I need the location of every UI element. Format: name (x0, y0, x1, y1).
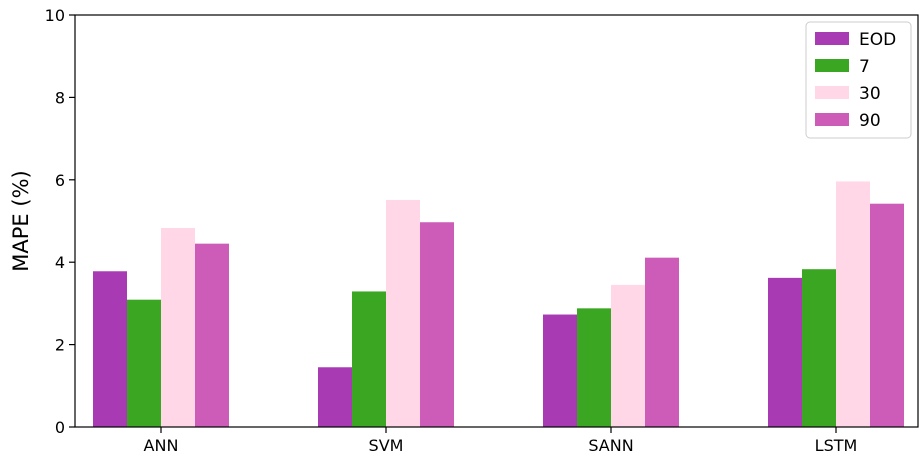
bar-svm-eod (318, 367, 352, 427)
y-tick-label: 10 (45, 6, 65, 25)
y-axis-title: MAPE (%) (9, 170, 33, 271)
bar-svm-7 (352, 291, 386, 427)
legend-box (805, 21, 912, 139)
bar-lstm-90 (870, 203, 904, 427)
legend-label-7: 7 (859, 57, 870, 77)
x-tick-label-svm: SVM (369, 436, 404, 455)
plot-frame (74, 14, 919, 428)
bar-ann-30 (161, 228, 195, 427)
y-axis: 0 2 4 6 8 10 (45, 6, 75, 437)
bar-sann-90 (645, 257, 679, 427)
legend: EOD 7 30 90 (805, 21, 912, 139)
y-tick-label: 2 (55, 336, 65, 355)
bar-svm-90 (420, 222, 454, 427)
bars-group (93, 181, 904, 427)
y-tick-label: 0 (55, 418, 65, 437)
bar-lstm-eod (768, 277, 802, 427)
y-tick-label: 8 (55, 88, 65, 107)
bar-sann-30 (611, 284, 645, 427)
x-tick-label-lstm: LSTM (815, 436, 858, 455)
bar-svm-30 (386, 199, 420, 427)
y-tick-label: 6 (55, 171, 65, 190)
legend-label-eod: EOD (859, 30, 896, 50)
legend-swatch-eod (815, 32, 849, 45)
legend-swatch-7 (815, 59, 849, 72)
bar-ann-eod (93, 271, 127, 427)
bar-sann-7 (577, 308, 611, 427)
bar-lstm-30 (836, 181, 870, 427)
bar-ann-7 (127, 299, 161, 427)
legend-label-90: 90 (859, 111, 881, 131)
legend-label-30: 30 (859, 84, 881, 104)
x-axis: ANN SVM SANN LSTM (144, 427, 858, 455)
bar-ann-90 (195, 243, 229, 427)
bar-lstm-7 (802, 269, 836, 427)
y-tick-label: 4 (55, 253, 65, 272)
bar-sann-eod (543, 314, 577, 427)
x-tick-label-sann: SANN (588, 436, 633, 455)
legend-swatch-90 (815, 113, 849, 126)
legend-swatch-30 (815, 86, 849, 99)
x-tick-label-ann: ANN (144, 436, 179, 455)
